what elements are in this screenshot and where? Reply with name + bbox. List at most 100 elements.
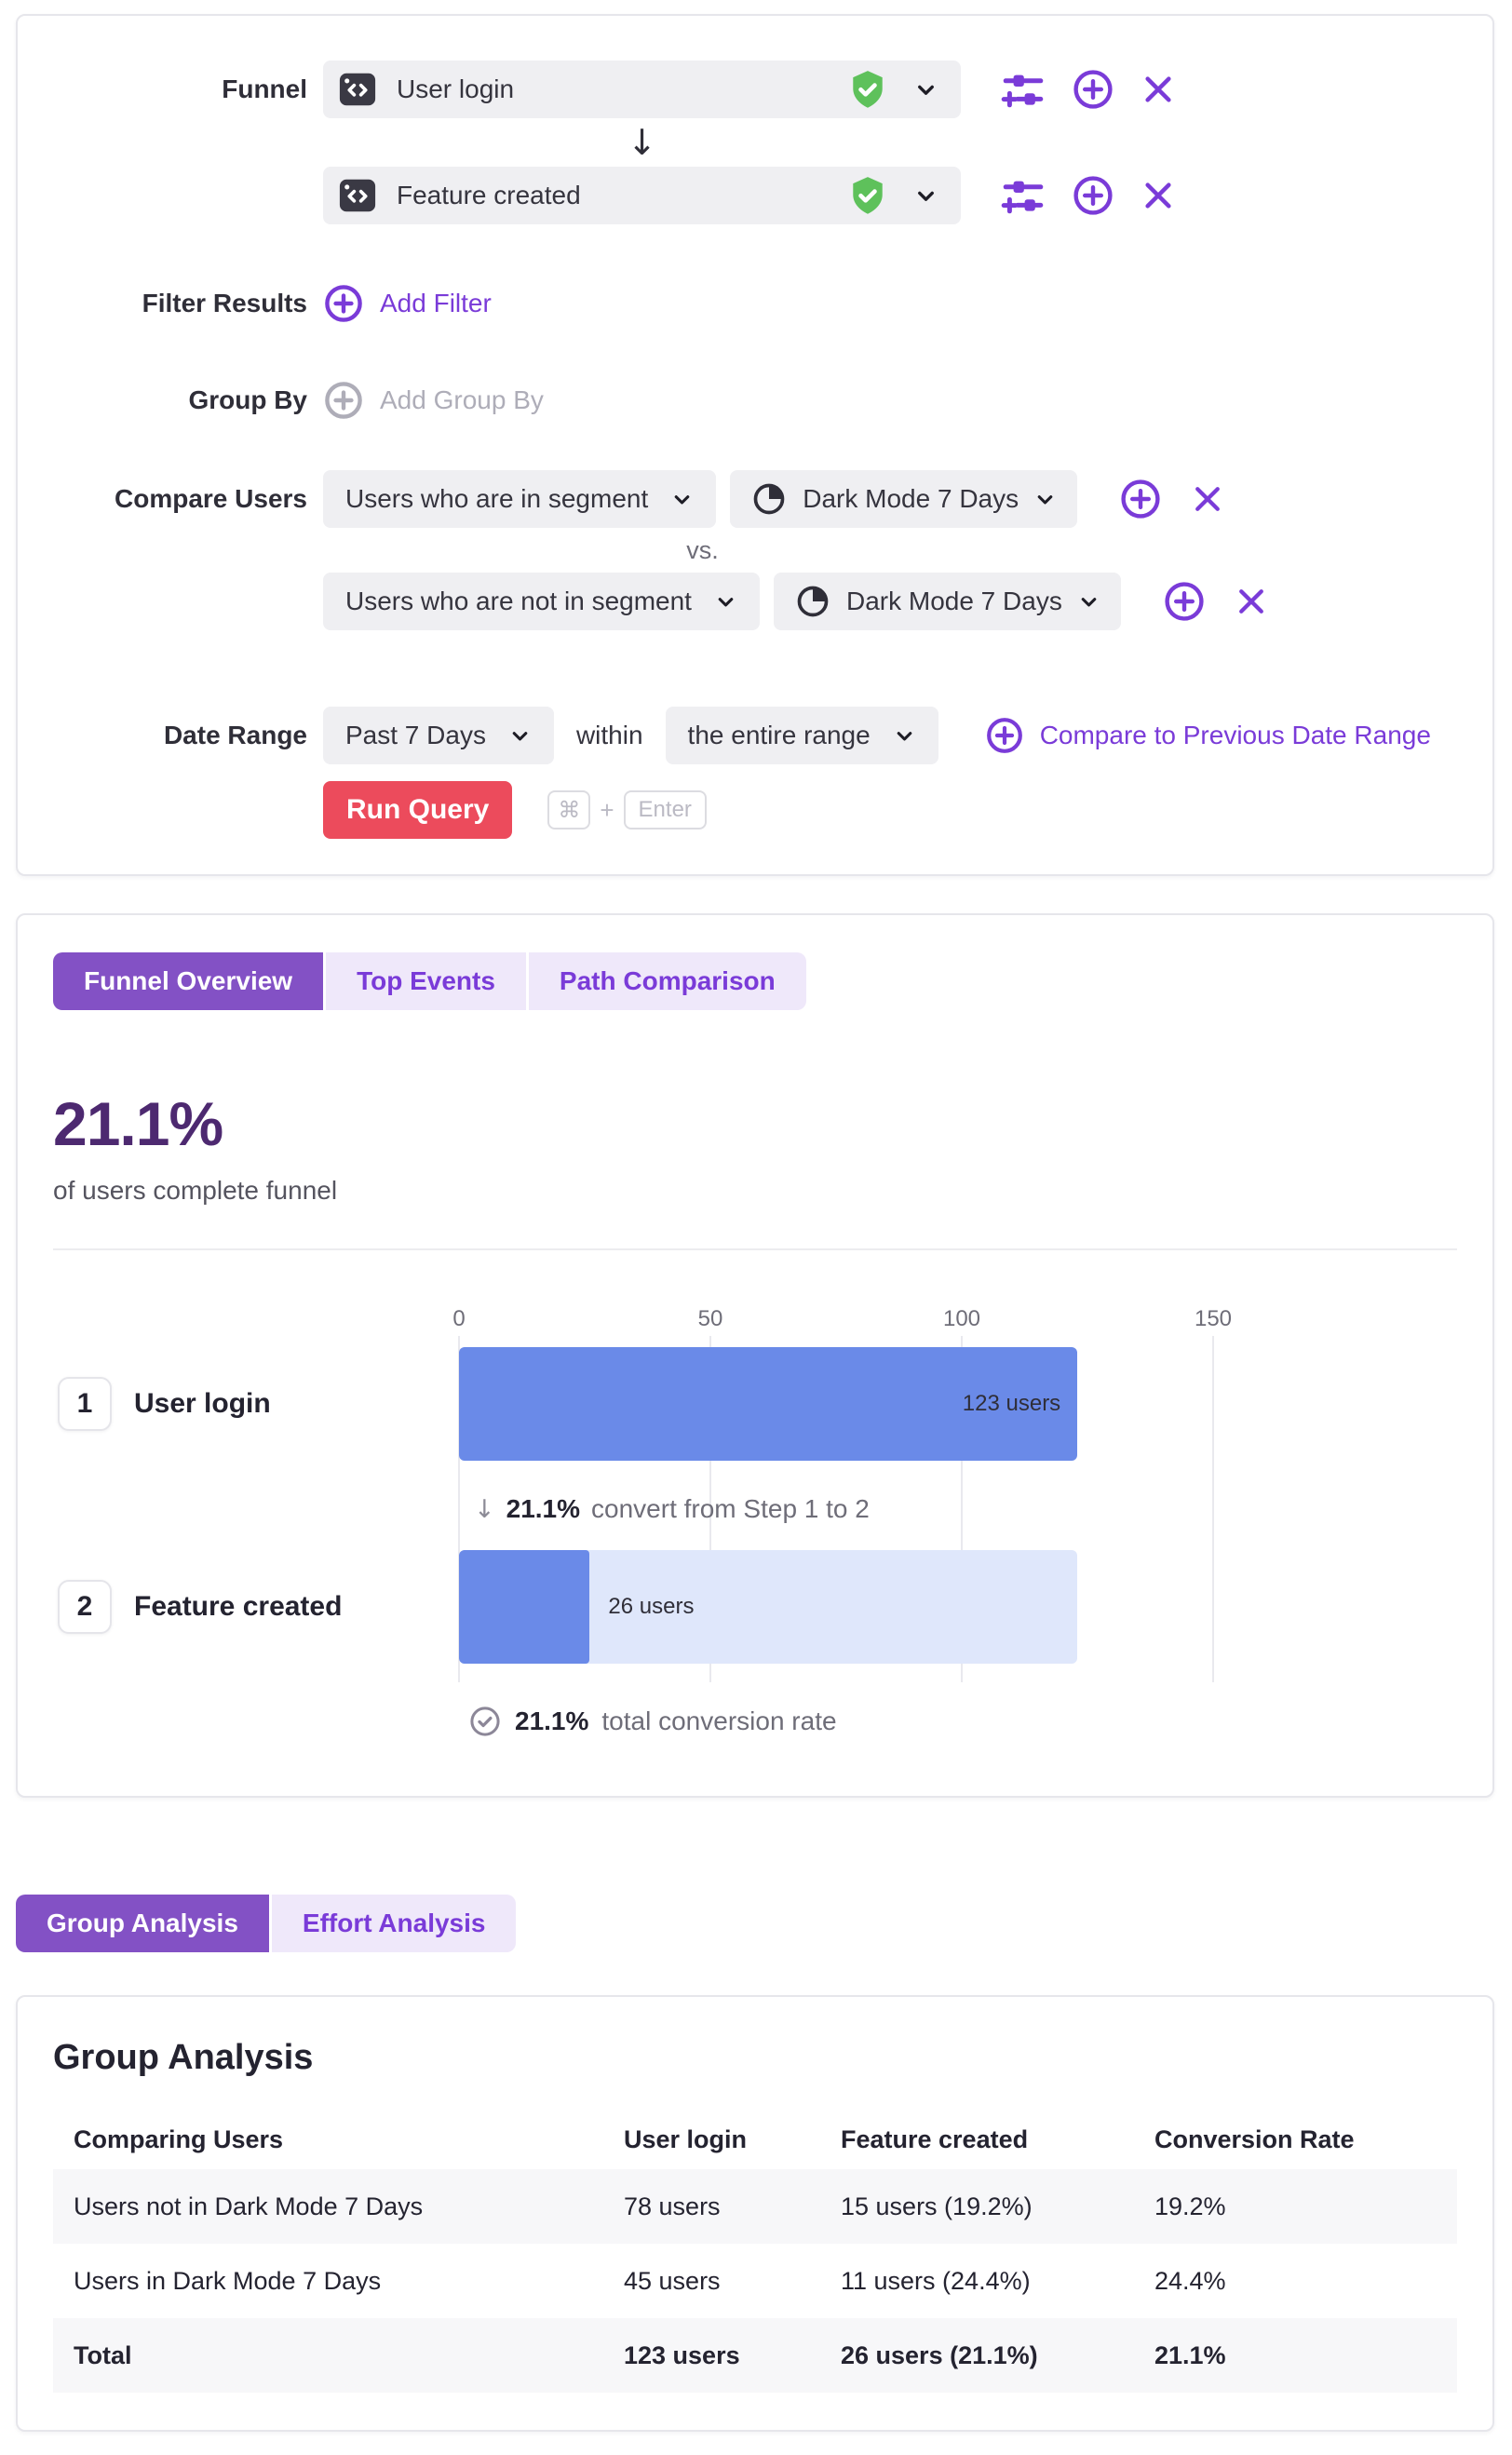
chevron-down-icon [714,590,737,614]
compare-users-row-2: Users who are not in segment Dark Mode 7… [18,573,1492,630]
total-conversion-value: 21.1% [515,1706,589,1735]
remove-step-icon[interactable] [1140,71,1177,108]
verified-shield-icon [846,174,889,217]
cell-feature-created: 15 users (19.2%) [841,2192,1033,2220]
date-range-row: Date Range Past 7 Days within the entire… [18,707,1492,764]
step-name: Feature created [134,1591,343,1622]
remove-compare-icon[interactable] [1190,481,1225,517]
run-query-row: Run Query ⌘ + Enter [18,781,1492,839]
segment-value: Dark Mode 7 Days [803,484,1019,513]
x-axis-tick: 100 [942,1306,981,1331]
cell-user-login: 123 users [624,2340,740,2369]
add-circle-icon [985,716,1024,755]
chevron-down-icon [1077,590,1100,614]
chevron-down-icon [913,183,938,209]
results-tabs: Funnel Overview Top Events Path Comparis… [53,952,1457,1010]
vs-label: vs. [686,535,719,564]
down-arrow-icon: ↓ [627,122,657,163]
gridline [709,1336,711,1682]
remove-step-icon[interactable] [1140,177,1177,214]
filter-results-label: Filter Results [142,289,307,317]
bar-value-label: 123 users [962,1391,1061,1416]
run-query-button[interactable]: Run Query [323,781,513,839]
tab-group-analysis[interactable]: Group Analysis [16,1895,269,1952]
funnel-step-row-2: Feature created [18,167,1492,224]
event-select-user-login[interactable]: User login [323,61,961,118]
funnel-step-2: 2 Feature created 26 users [53,1550,1457,1664]
tab-top-events[interactable]: Top Events [326,952,526,1010]
code-event-icon [337,71,378,108]
step-2-bar[interactable] [459,1550,590,1664]
funnel-step-1: 1 User login 123 users [53,1347,1457,1461]
total-conversion-text: total conversion rate [601,1706,837,1735]
conversion-caption: of users complete funnel [53,1176,338,1205]
membership-value: Users who are not in segment [345,587,692,615]
add-step-icon[interactable] [1072,174,1114,217]
date-range-label: Date Range [163,721,307,749]
funnel-bar-chart: 0 50 100 150 1 User login 123 users ↓ 21… [53,1306,1457,1751]
cell-group: Users not in Dark Mode 7 Days [74,2192,424,2220]
enter-key: Enter [623,790,707,830]
conversion-headline: 21.1% [53,1089,223,1158]
x-axis-tick: 150 [1194,1306,1233,1331]
group-by-label: Group By [188,385,307,414]
event-select-feature-created[interactable]: Feature created [323,167,961,224]
bar-value-label: 26 users [608,1594,695,1619]
column-header: Feature created [841,2125,1029,2153]
verified-shield-icon [846,68,889,111]
add-step-icon[interactable] [1072,68,1114,111]
funnel-label: Funnel [222,74,307,103]
date-range-select[interactable]: Past 7 Days [323,707,554,764]
step-number-badge: 2 [58,1580,112,1634]
step-filter-icon[interactable] [1000,67,1046,112]
add-circle-icon [323,380,364,421]
tab-effort-analysis[interactable]: Effort Analysis [271,1895,517,1952]
segment-membership-select[interactable]: Users who are in segment [323,470,717,528]
segment-select[interactable]: Dark Mode 7 Days [773,573,1121,630]
chevron-down-icon [913,77,938,102]
event-name: User login [397,74,515,103]
gridline [458,1336,460,1682]
event-name: Feature created [397,181,581,209]
segment-membership-select[interactable]: Users who are not in segment [323,573,760,630]
gridline [961,1336,963,1682]
column-header: Conversion Rate [1154,2125,1355,2153]
date-window-select[interactable]: the entire range [665,707,938,764]
add-circle-icon [323,283,364,324]
keyboard-shortcut-hint: ⌘ + Enter [547,790,707,830]
segment-select[interactable]: Dark Mode 7 Days [730,470,1078,528]
remove-compare-icon[interactable] [1234,584,1269,619]
step-filter-icon[interactable] [1000,173,1046,218]
cell-user-login: 78 users [624,2192,721,2220]
add-compare-icon[interactable] [1163,580,1206,623]
conversion-text: convert from Step 1 to 2 [591,1494,870,1523]
step-1-bar[interactable]: 123 users [459,1347,1078,1461]
column-header: User login [624,2125,748,2153]
divider [53,1248,1457,1250]
group-analysis-table: Comparing Users User login Feature creat… [53,2110,1457,2393]
group-by-row: Group By Add Group By [18,379,1492,422]
column-header: Comparing Users [74,2125,284,2153]
code-event-icon [337,177,378,214]
step-number-badge: 1 [58,1377,112,1431]
check-circle-icon [468,1705,502,1738]
cmd-key: ⌘ [547,790,591,830]
add-group-by-button[interactable]: Add Group By [323,380,544,421]
query-builder-panel: Funnel User login ↓ [16,14,1494,876]
step-conversion-annotation: ↓ 21.1% convert from Step 1 to 2 [474,1489,870,1530]
add-filter-button[interactable]: Add Filter [323,283,492,324]
cell-user-login: 45 users [624,2266,721,2295]
pie-segment-icon [794,583,831,620]
add-compare-icon[interactable] [1119,478,1162,520]
tab-funnel-overview[interactable]: Funnel Overview [53,952,324,1010]
step-connector: ↓ [323,118,961,167]
compare-users-row-1: Compare Users Users who are in segment D… [18,470,1492,528]
compare-previous-date-range-link[interactable]: Compare to Previous Date Range [985,716,1431,755]
add-filter-label: Add Filter [380,289,492,317]
compare-users-label: Compare Users [115,484,307,513]
table-header-row: Comparing Users User login Feature creat… [53,2110,1457,2169]
within-label: within [575,721,643,749]
step-name: User login [134,1388,271,1419]
group-analysis-title: Group Analysis [53,2038,314,2077]
tab-path-comparison[interactable]: Path Comparison [528,952,806,1010]
